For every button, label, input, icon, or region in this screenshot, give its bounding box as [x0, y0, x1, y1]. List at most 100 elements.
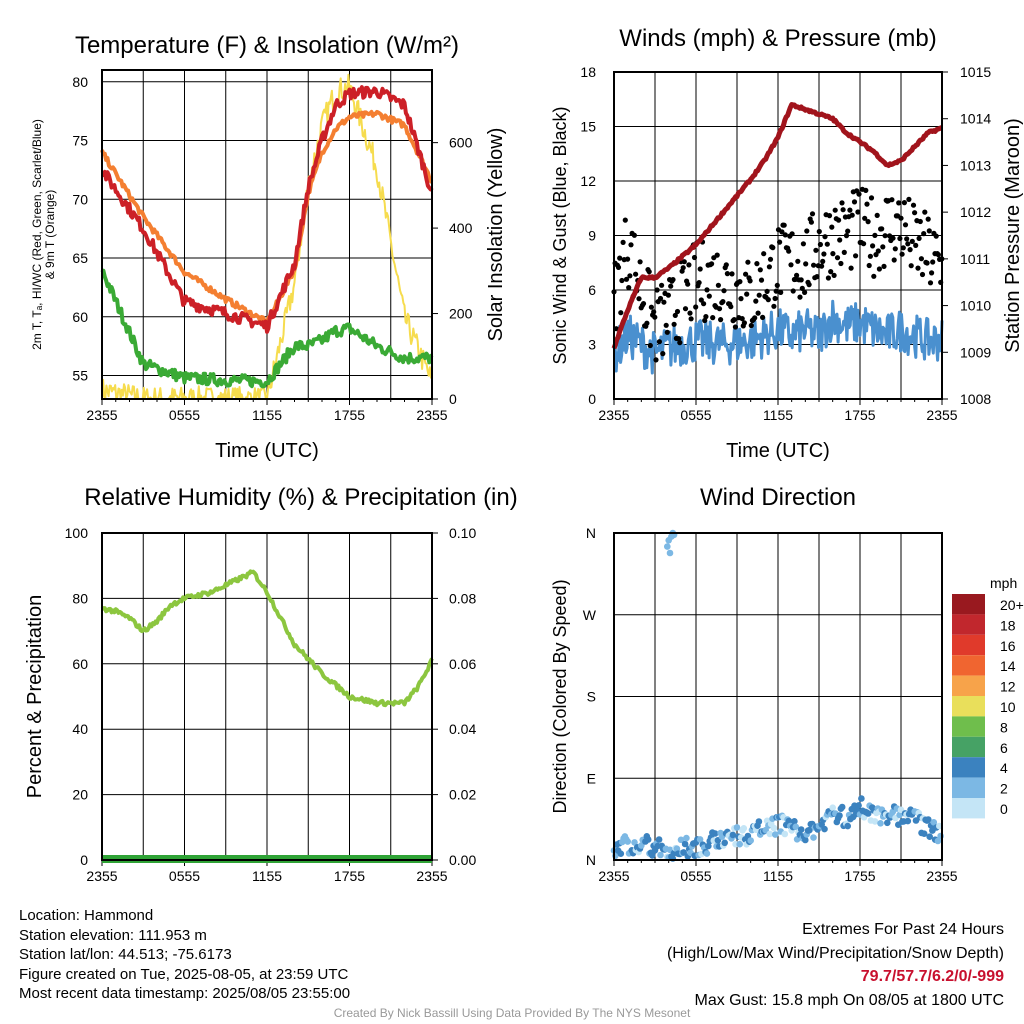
extremes-info: Extremes For Past 24 Hours (High/Low/Max… [667, 918, 1004, 1012]
rh-line [100, 569, 434, 708]
gust-point [875, 248, 881, 254]
gust-point [918, 256, 925, 262]
station-latlon: Station lat/lon: 44.513; -75.6173 [19, 946, 232, 963]
gust-point [865, 219, 871, 225]
wdir-point [766, 830, 774, 838]
temp-xlabel: Time (UTC) [215, 440, 319, 462]
wdir-point [673, 845, 681, 852]
gust-point [927, 280, 934, 286]
gust-point [677, 340, 683, 346]
wdir-point [821, 825, 828, 833]
gust-point [691, 254, 698, 261]
gust-point [779, 229, 785, 235]
wdir-point [683, 834, 690, 842]
wdir-point [747, 837, 754, 844]
winds-xtick-label: 1755 [844, 407, 875, 423]
winds-ytick-label: 15 [580, 119, 596, 135]
rh-ytick-label: 80 [72, 590, 88, 606]
wdir-point [884, 819, 891, 827]
gust-point [806, 282, 812, 288]
gust-point [799, 285, 805, 291]
gust-point [898, 215, 904, 221]
station-elevation: Station elevation: 111.953 m [19, 926, 207, 944]
gust-point [657, 295, 664, 302]
rh-y2tick-label: 0.06 [449, 656, 476, 672]
gust-point [703, 314, 709, 320]
gust-point [758, 277, 765, 283]
wdir-point [829, 804, 836, 811]
gust-point [834, 255, 841, 261]
gust-point [777, 239, 783, 245]
wdir-point [736, 840, 743, 848]
gust-point [685, 281, 691, 287]
sonic-wind-line [612, 299, 944, 375]
winds-xtick-label: 2355 [598, 407, 629, 423]
gust-point [890, 235, 896, 241]
wdir-point [657, 851, 664, 859]
gust-point [802, 289, 808, 295]
gust-point [665, 292, 672, 298]
temp-y2tick-label: 200 [449, 306, 473, 322]
figure-created: Figure created on Tue, 2025-08-05, at 23… [19, 965, 349, 983]
gust-point [870, 243, 876, 249]
recent-timestamp: Most recent data timestamp: 2025/08/05 2… [19, 985, 351, 1002]
temp-xtick-label: 1155 [252, 407, 282, 423]
gust-point [656, 339, 663, 345]
extremes-title: Extremes For Past 24 Hours [802, 921, 1004, 938]
gust-point [889, 197, 895, 203]
gust-point [820, 258, 826, 264]
wdir-point [729, 831, 737, 839]
rh-xtick-label: 0555 [169, 868, 200, 884]
wdir-point [644, 836, 652, 843]
rh-xtick-label: 1755 [334, 868, 365, 884]
wdir-ytick-label: N [586, 525, 596, 541]
gust-point [709, 261, 715, 267]
gust-point [644, 320, 650, 326]
gust-point [627, 273, 633, 279]
credits-footer: Created By Nick Bassill Using Data Provi… [333, 1006, 691, 1020]
colorbar-level-label: 12 [1000, 679, 1016, 695]
wdir-point [624, 838, 631, 845]
temp-ytick-label: 55 [72, 368, 88, 384]
gust-point [908, 263, 914, 269]
gust-point [879, 226, 885, 232]
gust-point [739, 316, 745, 322]
gust-point [868, 195, 875, 201]
gust-point [916, 235, 922, 241]
wdir-point [703, 850, 711, 857]
gust-point [724, 271, 731, 277]
gust-point [664, 329, 670, 335]
gust-point [919, 271, 926, 278]
gust-point [747, 278, 753, 284]
winds-ytick-label: 6 [588, 282, 596, 298]
gust-point [902, 222, 909, 228]
colorbar-swatch [952, 634, 985, 656]
wdir-point [617, 850, 625, 857]
colorbar-swatch [952, 777, 985, 798]
gust-point [913, 242, 919, 248]
gust-point [682, 306, 689, 312]
gust-point [772, 295, 778, 302]
rh-ytick-label: 40 [72, 721, 88, 737]
gust-point [863, 187, 869, 193]
gust-point [788, 262, 794, 268]
gust-point [871, 273, 877, 279]
gust-point [766, 264, 773, 270]
wdir-point [802, 836, 809, 844]
gust-point [840, 207, 846, 213]
colorbar-swatch [952, 594, 985, 615]
gust-point [754, 261, 760, 267]
wdir-point [871, 818, 879, 825]
wdir-title: Wind Direction [700, 484, 856, 511]
gust-point [670, 277, 676, 283]
temp-ytick-label: 80 [72, 74, 88, 90]
gust-point [647, 342, 653, 349]
gust-point [756, 292, 762, 298]
rh-ytick-label: 0 [80, 852, 88, 868]
gust-point [626, 285, 632, 291]
winds-ytick-label: 18 [580, 64, 596, 80]
gust-point [933, 233, 939, 239]
wdir-point [920, 830, 928, 837]
wdir-point [705, 842, 712, 850]
